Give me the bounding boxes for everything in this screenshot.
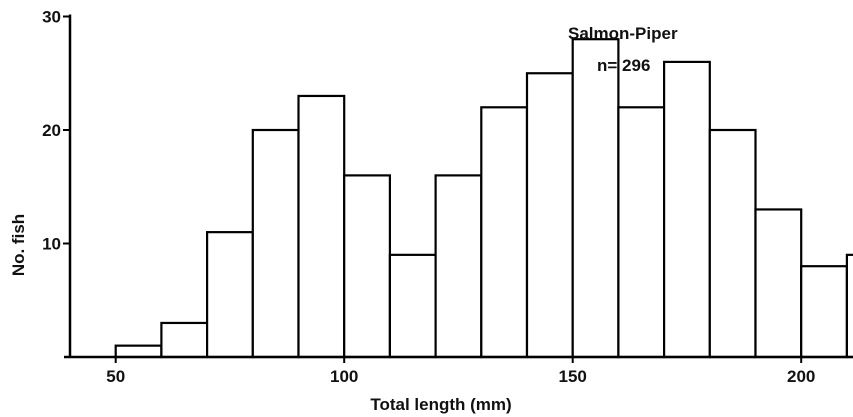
y-tick-label-10: 10 bbox=[42, 235, 61, 254]
x-tick-label-200: 200 bbox=[787, 367, 815, 386]
x-tick-label-50: 50 bbox=[106, 367, 125, 386]
bar-130 bbox=[480, 106, 529, 359]
x-axis-title: Total length (mm) bbox=[370, 395, 511, 414]
y-axis-title: No. fish bbox=[9, 214, 28, 276]
x-tick-label-100: 100 bbox=[330, 367, 358, 386]
y-tick-label-20: 20 bbox=[42, 121, 61, 140]
bar-90 bbox=[297, 94, 346, 359]
bar-70 bbox=[206, 231, 254, 359]
bar-170 bbox=[662, 60, 711, 359]
bars-group bbox=[114, 38, 853, 359]
bar-120 bbox=[434, 174, 483, 359]
x-ticks-group: 50100150200250300 bbox=[106, 357, 815, 386]
bar-50 bbox=[114, 344, 163, 359]
bar-150 bbox=[571, 38, 620, 359]
y-tick-label-30: 30 bbox=[42, 8, 61, 27]
bar-60 bbox=[160, 321, 209, 359]
bar-110 bbox=[388, 253, 437, 359]
bar-190 bbox=[754, 208, 803, 359]
annotation-sample-size: n= 296 bbox=[597, 56, 650, 75]
y-ticks-group: 10 20 30 bbox=[42, 8, 70, 254]
bar-140 bbox=[525, 72, 574, 359]
bar-100 bbox=[343, 174, 392, 359]
bar-80 bbox=[251, 128, 300, 359]
bar-210 bbox=[845, 253, 853, 359]
x-tick-label-150: 150 bbox=[559, 367, 587, 386]
bar-160 bbox=[617, 106, 666, 359]
bar-180 bbox=[708, 128, 757, 359]
bar-200 bbox=[800, 265, 849, 359]
annotation-site-name: Salmon-Piper bbox=[568, 24, 678, 43]
